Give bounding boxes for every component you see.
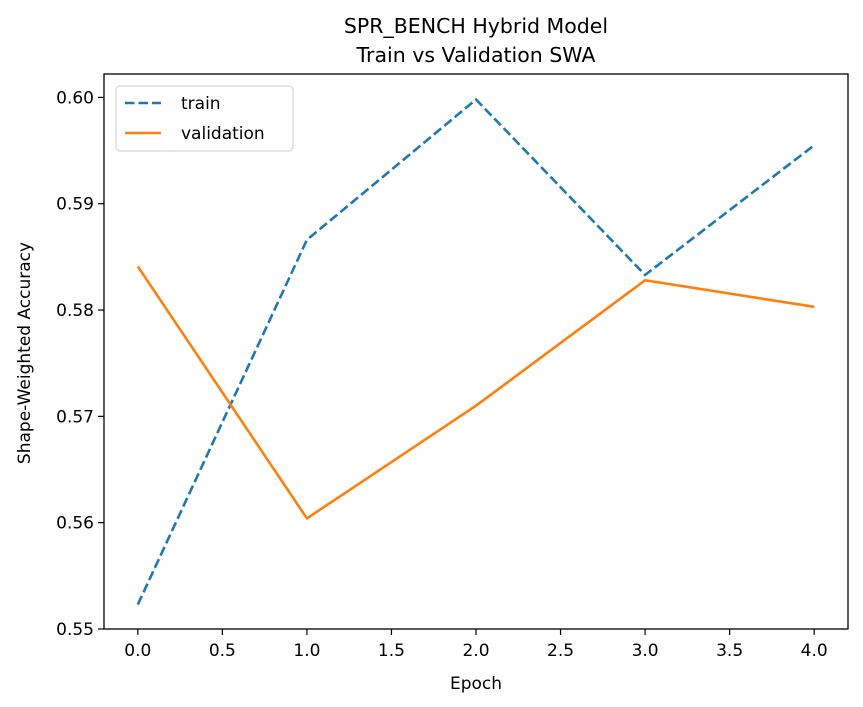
x-tick-label: 4.0	[801, 641, 828, 661]
y-tick-label: 0.58	[56, 301, 94, 321]
plot-area-frame	[103, 73, 849, 630]
series-line-validation	[136, 265, 815, 520]
x-tick-label: 2.0	[462, 641, 489, 661]
x-tick-label: 1.0	[293, 641, 320, 661]
y-tick-label: 0.56	[56, 514, 94, 534]
x-tick-label: 3.5	[716, 641, 743, 661]
x-tick-label: 1.5	[378, 641, 405, 661]
y-tick-label: 0.59	[56, 195, 94, 215]
legend-label-train: train	[181, 94, 221, 114]
legend-label-validation: validation	[181, 124, 265, 144]
chart-subtitle: Train vs Validation SWA	[356, 43, 596, 67]
y-axis: 0.55 0.56 0.57 0.58 0.59 0.60	[56, 88, 104, 640]
y-tick-label: 0.60	[56, 88, 94, 108]
y-axis-label: Shape-Weighted Accuracy	[15, 242, 35, 464]
series-layer	[136, 98, 815, 606]
x-tick-label: 2.5	[547, 641, 574, 661]
y-tick-label: 0.57	[56, 407, 94, 427]
chart-title: SPR_BENCH Hybrid Model	[344, 14, 608, 39]
x-axis-label: Epoch	[450, 674, 502, 694]
x-tick-label: 3.0	[632, 641, 659, 661]
series-line-train	[136, 98, 815, 606]
legend: train validation	[115, 85, 294, 152]
x-tick-label: 0.5	[209, 641, 236, 661]
x-axis: 0.0 0.5 1.0 1.5 2.0 2.5 3.0 3.5 4.0	[124, 629, 828, 661]
x-tick-label: 0.0	[124, 641, 151, 661]
y-tick-label: 0.55	[56, 620, 94, 640]
